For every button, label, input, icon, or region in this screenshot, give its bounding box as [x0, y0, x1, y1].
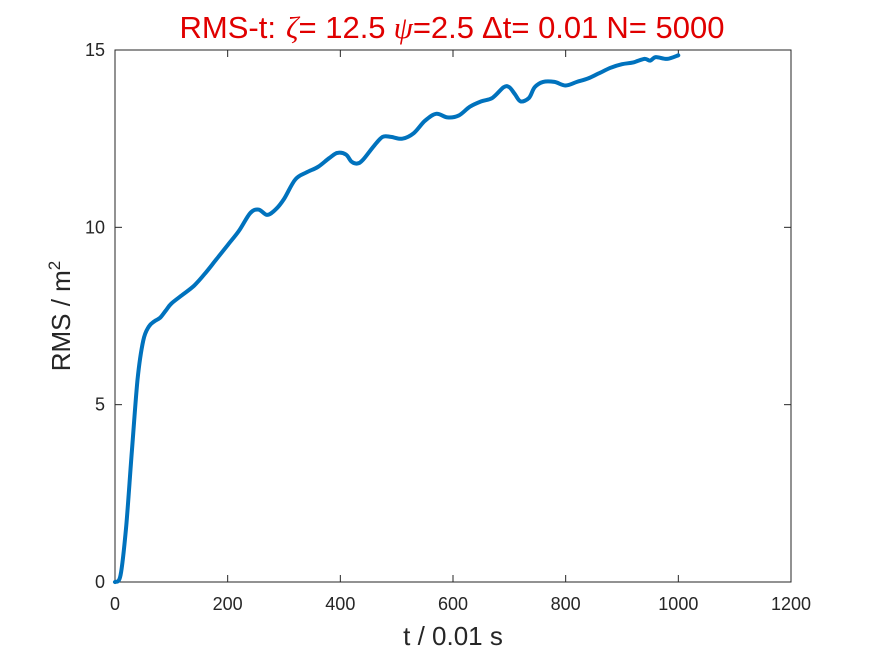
title-n: N= 5000	[606, 10, 724, 45]
x-tick-label: 1200	[771, 594, 811, 614]
x-tick-label: 600	[438, 594, 468, 614]
x-tick-label: 1000	[658, 594, 698, 614]
y-tick-label: 10	[85, 217, 105, 237]
x-tick-label: 0	[110, 594, 120, 614]
y-tick-label: 5	[95, 395, 105, 415]
x-tick-label: 800	[551, 594, 581, 614]
title-zeta-symbol: ζ	[286, 10, 301, 45]
x-axis: 0 200 400 600 800 1000 1200	[110, 50, 811, 614]
y-axis-label-base: RMS / m	[46, 270, 76, 371]
chart-title: RMS-t: ζ= 12.5 ψ=2.5 Δt= 0.01 N= 5000	[180, 10, 725, 45]
x-tick-label: 400	[325, 594, 355, 614]
y-tick-label: 15	[85, 40, 105, 60]
y-axis: 0 5 10 15	[85, 40, 791, 592]
title-dt: Δt= 0.01	[482, 10, 598, 45]
title-prefix: RMS-t:	[180, 10, 276, 45]
series-line	[113, 53, 681, 584]
y-tick-label: 0	[95, 572, 105, 592]
x-axis-label: t / 0.01 s	[403, 621, 503, 651]
y-axis-label-superscript: 2	[45, 261, 64, 270]
y-axis-label: RMS / m2	[45, 261, 76, 372]
title-psi-value: =2.5	[413, 10, 474, 45]
title-psi-symbol: ψ	[394, 10, 414, 45]
series-group	[113, 53, 681, 584]
title-zeta-value: = 12.5	[299, 10, 386, 45]
plot-area	[114, 49, 792, 583]
x-tick-label: 200	[213, 594, 243, 614]
